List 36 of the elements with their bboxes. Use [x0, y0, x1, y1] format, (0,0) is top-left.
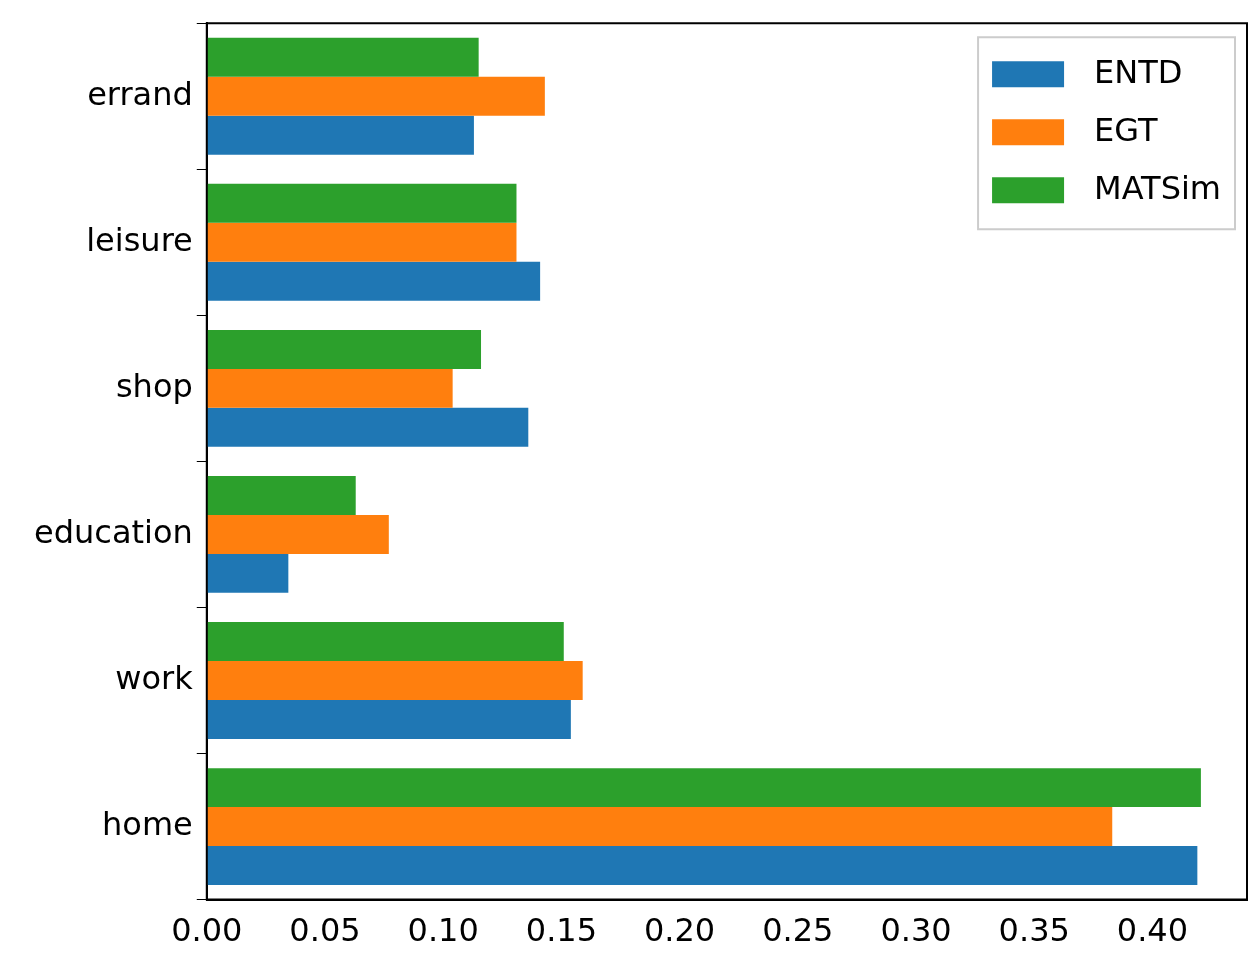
x-tick-label: 0.15 — [525, 911, 598, 950]
x-tick-label: 0.20 — [643, 911, 716, 950]
x-tick-label: 0.10 — [407, 911, 479, 950]
x-tick-label: 0.25 — [762, 911, 834, 950]
y-tick-label: home — [102, 804, 193, 843]
bar — [206, 76, 545, 116]
bar — [206, 476, 356, 515]
y-tick-label: shop — [115, 366, 193, 405]
bar — [206, 661, 583, 700]
y-tick-label: work — [115, 658, 194, 697]
legend-label: MATSim — [1094, 168, 1221, 207]
bar — [206, 329, 482, 369]
bar — [206, 553, 289, 593]
bar — [206, 622, 564, 662]
bar — [206, 37, 479, 77]
bar — [206, 768, 1201, 808]
x-tick-label: 0.05 — [289, 911, 361, 950]
y-tick-label: education — [34, 512, 193, 551]
y-tick-label: leisure — [86, 220, 193, 259]
bar — [206, 261, 541, 301]
y-tick-label: errand — [87, 74, 193, 113]
bar — [206, 183, 517, 223]
bar — [206, 514, 389, 554]
x-tick-label: 0.40 — [1116, 911, 1189, 950]
bar — [206, 699, 571, 739]
bar — [206, 222, 517, 262]
x-tick-label: 0.35 — [998, 911, 1070, 950]
bar — [206, 807, 1113, 847]
x-tick-label: 0.00 — [171, 911, 243, 950]
bar — [206, 368, 453, 408]
bar — [206, 846, 1198, 885]
x-tick-label: 0.30 — [880, 911, 952, 950]
bar — [206, 407, 529, 447]
bar — [206, 115, 474, 155]
legend-label: ENTD — [1094, 52, 1183, 91]
legend-label: EGT — [1094, 110, 1158, 149]
